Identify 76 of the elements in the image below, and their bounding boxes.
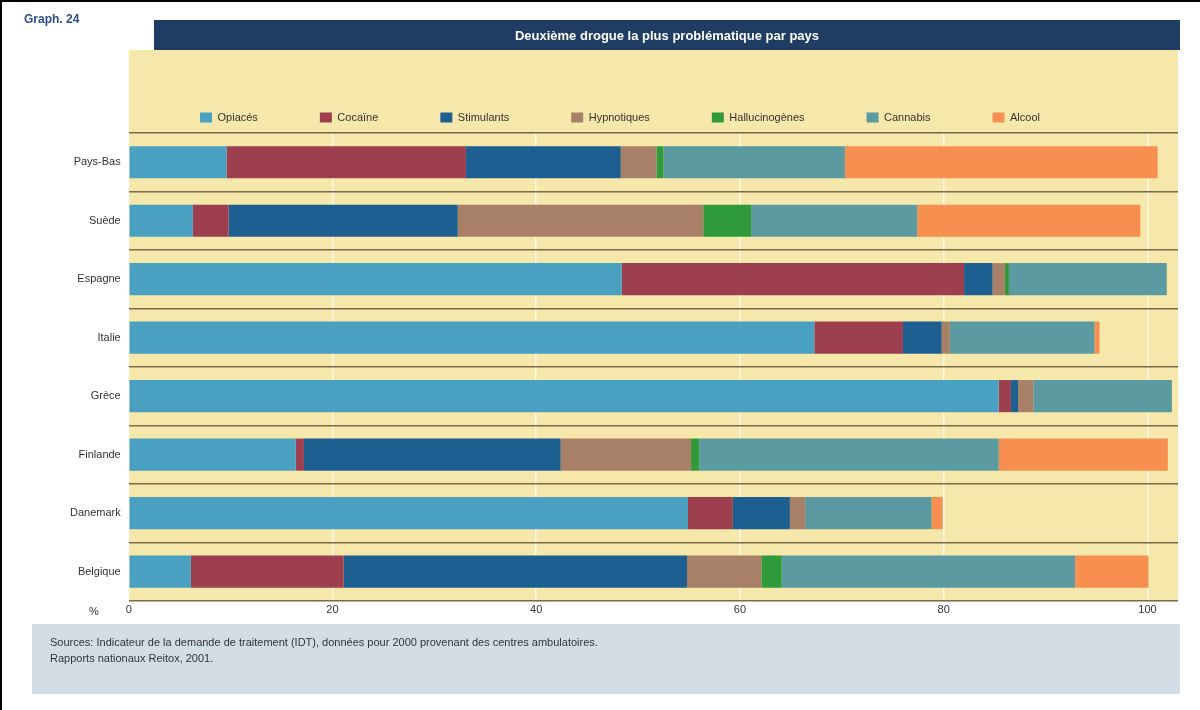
x-tick-label: 40 — [530, 603, 543, 616]
text: Graph. 24 — [24, 12, 80, 26]
x-tick-label: 60 — [733, 603, 747, 616]
bar — [1094, 321, 1100, 354]
x-axis-title: % — [88, 605, 99, 618]
legend-label: Alcool — [1010, 110, 1040, 123]
y-tick-label: Grèce — [90, 389, 121, 402]
legend-label: Stimulants — [457, 110, 510, 123]
bar — [129, 263, 622, 296]
bar — [931, 497, 943, 530]
bar — [1033, 380, 1172, 413]
bar — [805, 497, 932, 530]
bar — [844, 146, 1158, 179]
bar — [228, 204, 458, 237]
bar — [917, 204, 1141, 237]
bar — [129, 146, 227, 179]
bar — [998, 380, 1011, 413]
legend-label: Cocaïne — [337, 110, 379, 123]
chart-title: Deuxième drogue la plus problématique par pays — [154, 20, 1180, 50]
bar — [1008, 263, 1167, 296]
x-tick-label: 0 — [125, 603, 132, 616]
bar — [129, 497, 689, 530]
y-tick-label: Italie — [97, 330, 121, 343]
bar — [992, 263, 1005, 296]
bar — [998, 438, 1168, 471]
bar — [190, 555, 344, 588]
bar — [703, 204, 752, 237]
bar — [621, 263, 965, 296]
bar — [699, 438, 999, 471]
bar — [1010, 380, 1019, 413]
bar — [1018, 380, 1034, 413]
bar — [129, 438, 296, 471]
x-tick-label: 80 — [937, 603, 950, 616]
bar — [465, 146, 621, 179]
bar — [457, 204, 704, 237]
bar — [789, 497, 806, 530]
bar — [129, 555, 191, 588]
y-tick-label: Pays-Bas — [73, 155, 122, 168]
bar — [303, 438, 561, 471]
y-tick-label: Finlande — [78, 447, 121, 460]
y-tick-label: Danemark — [69, 506, 122, 519]
bar — [560, 438, 692, 471]
y-tick-label: Suède — [88, 213, 121, 226]
x-tick-label: 100 — [1138, 603, 1157, 616]
bar — [295, 438, 304, 471]
bar — [941, 321, 950, 354]
bar — [688, 497, 733, 530]
bar — [751, 204, 918, 237]
legend-label: Opiacés — [217, 110, 259, 123]
bar — [129, 380, 999, 413]
bar — [686, 555, 762, 588]
y-tick-label: Belgique — [77, 564, 121, 577]
bar — [814, 321, 903, 354]
legend-label: Hallucinogènes — [729, 110, 806, 123]
bar — [964, 263, 993, 296]
bar — [1075, 555, 1149, 588]
bar — [343, 555, 687, 588]
bar — [656, 146, 664, 179]
bar — [192, 204, 229, 237]
bar — [781, 555, 1076, 588]
bar — [129, 321, 815, 354]
bar — [949, 321, 1095, 354]
bar — [226, 146, 466, 179]
source-note: Sources: Indicateur de la demande de traitement (IDT), données pour 2000 provenant des centres ambulatoires. Rapports nationaux Reitox, 2001. — [32, 624, 1180, 694]
bar — [902, 321, 942, 354]
bar — [1004, 263, 1009, 296]
x-tick-label: 20 — [326, 603, 339, 616]
y-tick-label: Espagne — [77, 272, 121, 285]
bar — [761, 555, 782, 588]
bar — [691, 438, 700, 471]
bar — [732, 497, 790, 530]
bar — [620, 146, 657, 179]
bar — [663, 146, 845, 179]
legend-label: Cannabis — [884, 110, 932, 123]
legend-label: Hypnotiques — [588, 110, 651, 123]
bar — [129, 204, 193, 237]
